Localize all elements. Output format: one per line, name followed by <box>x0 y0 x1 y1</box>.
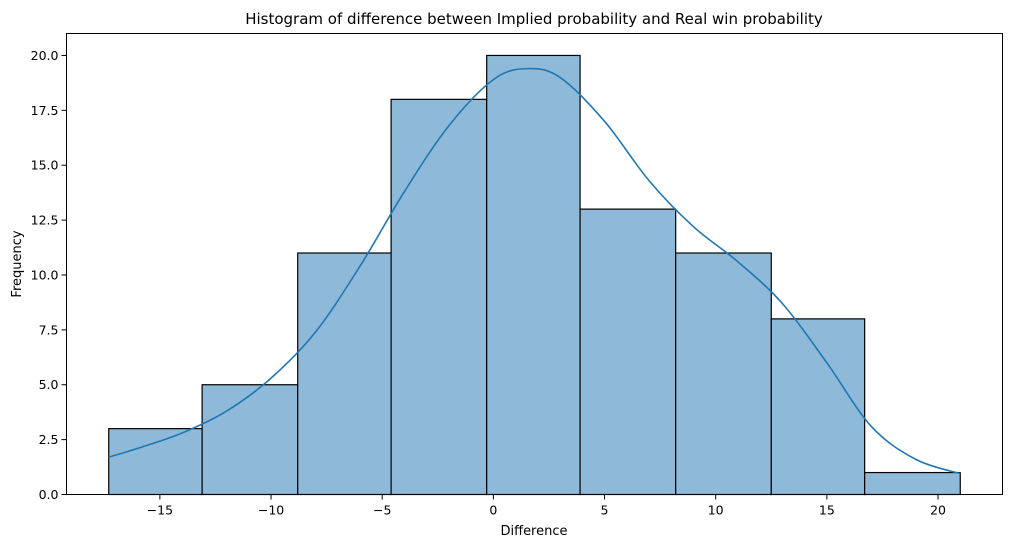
histogram-bar-5 <box>486 54 581 496</box>
histogram-bar-7 <box>675 252 772 496</box>
x-tick-label: 20 <box>930 503 946 518</box>
bars-group <box>108 54 961 496</box>
histogram-bar-6 <box>579 208 677 496</box>
histogram-bar-1 <box>108 428 203 496</box>
y-tick-label: 7.5 <box>39 322 59 337</box>
y-tick-label: 17.5 <box>31 103 59 118</box>
histogram-bar-4 <box>390 98 488 496</box>
y-tick-label: 10.0 <box>31 267 59 282</box>
y-tick-label: 15.0 <box>31 158 59 173</box>
histogram-bar-8 <box>770 318 866 496</box>
x-tick-label: 0 <box>489 503 497 518</box>
x-tick-label: 5 <box>601 503 609 518</box>
x-axis-label: Difference <box>500 524 567 539</box>
y-axis-ticks: 0.0 2.5 5.0 7.5 10.0 12.5 15.0 17.5 20.0 <box>31 48 67 502</box>
x-axis-ticks: −15 −10 −5 0 5 10 15 20 <box>147 494 946 518</box>
x-tick-label: −15 <box>147 503 173 518</box>
y-tick-label: 20.0 <box>31 48 59 63</box>
y-tick-label: 12.5 <box>31 213 59 228</box>
y-axis-label: Frequency <box>10 230 25 297</box>
x-tick-label: −5 <box>373 503 391 518</box>
histogram-bar-2 <box>201 384 299 496</box>
y-tick-label: 5.0 <box>39 377 59 392</box>
x-tick-label: 10 <box>708 503 724 518</box>
chart-title: Histogram of difference between Implied … <box>245 10 823 28</box>
histogram-bar-3 <box>297 252 392 496</box>
y-tick-label: 0.0 <box>39 487 59 502</box>
y-tick-label: 2.5 <box>39 432 59 447</box>
x-tick-label: −10 <box>258 503 284 518</box>
x-tick-label: 15 <box>819 503 835 518</box>
plot-frame <box>66 33 1003 495</box>
kde-line <box>108 67 961 475</box>
histogram-bar-9 <box>864 471 961 496</box>
